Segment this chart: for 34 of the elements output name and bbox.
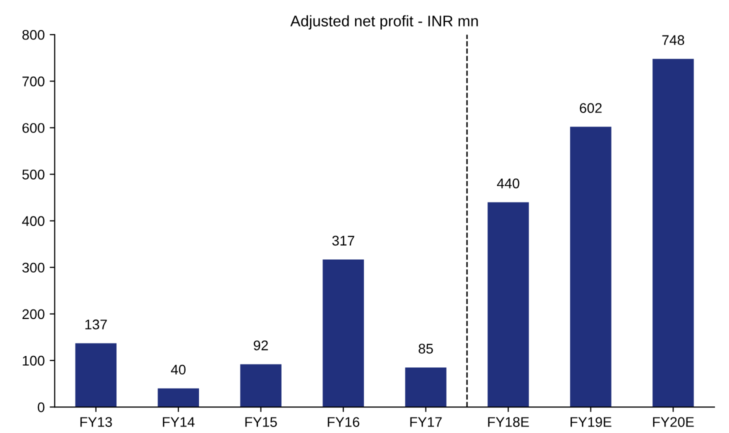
y-tick-label: 0 [38, 402, 44, 412]
data-label: 602 [580, 103, 602, 113]
x-tick-label: FY18E [488, 417, 529, 427]
bar [652, 58, 694, 408]
bar [570, 126, 612, 408]
bar [488, 202, 529, 408]
y-tick-label: 400 [22, 216, 44, 226]
y-tick-label: 200 [22, 309, 44, 320]
x-tick-label: FY15 [245, 417, 277, 427]
data-label: 748 [662, 35, 684, 45]
bar [158, 388, 199, 408]
y-tick-label: 700 [22, 76, 44, 86]
y-tick-label: 800 [22, 30, 44, 40]
y-tick-label: 100 [22, 356, 44, 366]
data-label: 317 [332, 236, 354, 246]
y-tick-label: 300 [22, 262, 44, 273]
x-tick-label: FY14 [162, 417, 195, 427]
x-tick-label: FY20E [653, 417, 694, 427]
x-tick-label: FY17 [410, 417, 442, 427]
data-label: 137 [85, 320, 107, 330]
bar [240, 364, 282, 408]
x-tick-label: FY19E [570, 417, 612, 427]
bar [75, 343, 117, 408]
data-label: 92 [254, 340, 268, 350]
bar [322, 259, 364, 408]
x-tick-label: FY16 [328, 417, 360, 427]
chart-title: Adjusted net profit - INR mn [290, 15, 478, 30]
x-tick-label: FY13 [80, 417, 112, 427]
bar [405, 367, 446, 408]
data-label: 40 [170, 364, 186, 375]
data-label: 440 [496, 178, 520, 188]
data-label: 85 [418, 344, 433, 354]
y-tick-label: 500 [22, 170, 44, 180]
y-tick-label: 600 [22, 123, 44, 133]
